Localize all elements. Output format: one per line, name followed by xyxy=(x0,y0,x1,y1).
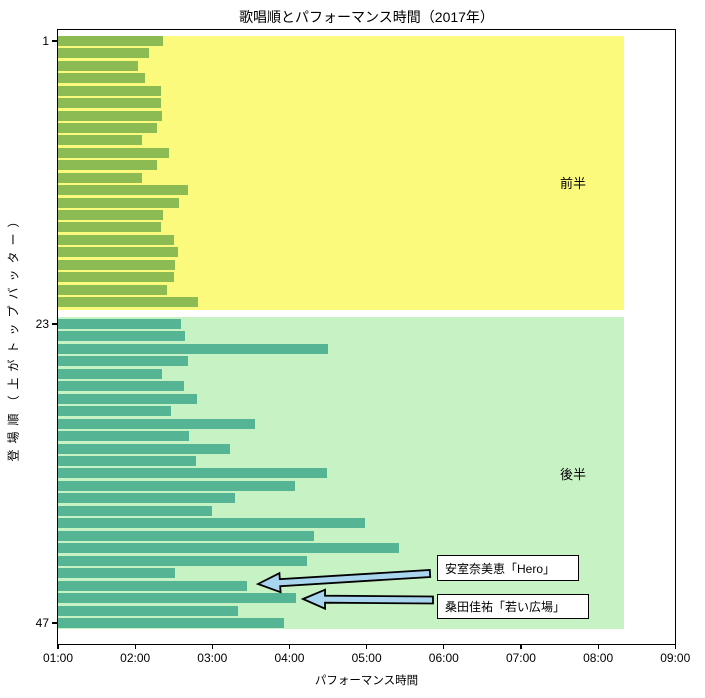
x-axis-title: パフォーマンス時間 xyxy=(314,675,419,687)
bar-order-5 xyxy=(58,85,161,96)
bar-order-33 xyxy=(58,443,231,454)
bar-order-2 xyxy=(58,48,150,59)
chart-title: 歌唱順とパフォーマンス時間（2017年） xyxy=(239,9,494,25)
bar-order-32 xyxy=(58,431,190,442)
bar-order-6 xyxy=(58,98,161,109)
bar-order-23 xyxy=(58,319,182,329)
bar-order-44 xyxy=(58,580,248,591)
bar-order-37 xyxy=(58,493,236,504)
y-tick-1 xyxy=(52,40,57,42)
bar-order-9 xyxy=(58,135,142,146)
bar-order-18 xyxy=(58,247,178,258)
bar-order-47 xyxy=(58,617,285,628)
bar-order-15 xyxy=(58,210,164,221)
x-tick-06:00 xyxy=(443,645,445,649)
y-tick-23 xyxy=(52,323,57,325)
bar-order-3 xyxy=(58,60,138,71)
bar-order-42 xyxy=(58,555,308,566)
bar-order-20 xyxy=(58,272,174,283)
bar-order-28 xyxy=(58,381,185,392)
bar-order-35 xyxy=(58,468,327,479)
bar-order-7 xyxy=(58,110,163,121)
x-tick-label-01:00: 01:00 xyxy=(42,651,74,665)
region-label-second-half: 後半 xyxy=(559,467,586,482)
bar-order-17 xyxy=(58,234,174,245)
bar-order-36 xyxy=(58,480,295,491)
x-tick-03:00 xyxy=(211,645,213,649)
y-tick-47 xyxy=(52,622,57,624)
bar-order-11 xyxy=(58,160,158,171)
y-tick-label-23: 23 xyxy=(35,317,49,331)
x-tick-label-03:00: 03:00 xyxy=(197,651,228,665)
bar-order-26 xyxy=(58,356,188,367)
x-tick-07:00 xyxy=(520,645,522,649)
bar-order-14 xyxy=(58,197,179,208)
bar-order-31 xyxy=(58,418,255,429)
bar-order-30 xyxy=(58,406,172,417)
bar-order-16 xyxy=(58,222,161,233)
x-tick-label-06:00: 06:00 xyxy=(428,651,459,665)
bar-order-34 xyxy=(58,456,196,467)
x-tick-02:00 xyxy=(134,645,136,649)
x-tick-08:00 xyxy=(597,645,599,649)
x-tick-label-09:00: 09:00 xyxy=(660,651,691,665)
x-tick-label-04:00: 04:00 xyxy=(274,651,305,665)
x-tick-label-02:00: 02:00 xyxy=(120,651,151,665)
bar-order-43 xyxy=(58,568,176,579)
bar-order-19 xyxy=(58,259,176,270)
y-tick-label-47: 47 xyxy=(35,615,49,630)
bar-order-21 xyxy=(58,284,168,295)
bar-order-22 xyxy=(58,297,199,308)
bar-order-1 xyxy=(58,36,164,46)
bar-order-13 xyxy=(58,185,188,196)
x-tick-label-08:00: 08:00 xyxy=(583,651,614,665)
bar-order-25 xyxy=(58,343,329,354)
y-tick-label-1: 1 xyxy=(42,34,49,48)
bar-order-4 xyxy=(58,73,146,84)
bar-order-12 xyxy=(58,172,142,183)
bar-order-40 xyxy=(58,530,314,541)
plot-area: 前半 後半 xyxy=(57,29,676,645)
x-tick-04:00 xyxy=(288,645,291,649)
x-tick-label-05:00: 05:00 xyxy=(351,651,382,665)
bar-order-38 xyxy=(58,505,213,516)
bar-order-45 xyxy=(58,593,296,604)
annotation-box-hero: 安室奈美恵「Hero」 xyxy=(437,555,579,581)
x-tick-05:00 xyxy=(366,645,368,649)
y-axis-title: 登場順（上がトップバッター） xyxy=(6,209,21,462)
bar-order-10 xyxy=(58,147,169,158)
x-tick-label-07:00: 07:00 xyxy=(505,651,536,665)
annotation-box-wakaihiroba: 桑田佳祐「若い広場」 xyxy=(437,594,589,619)
bar-order-41 xyxy=(58,543,399,554)
bar-order-8 xyxy=(58,123,158,133)
bar-order-46 xyxy=(58,605,239,616)
x-tick-09:00 xyxy=(674,645,676,649)
x-tick-01:00 xyxy=(57,645,59,649)
bar-order-27 xyxy=(58,368,163,379)
bar-order-39 xyxy=(58,518,366,529)
bar-order-29 xyxy=(58,393,197,404)
region-label-first-half: 前半 xyxy=(559,176,586,191)
bar-order-24 xyxy=(58,331,186,342)
